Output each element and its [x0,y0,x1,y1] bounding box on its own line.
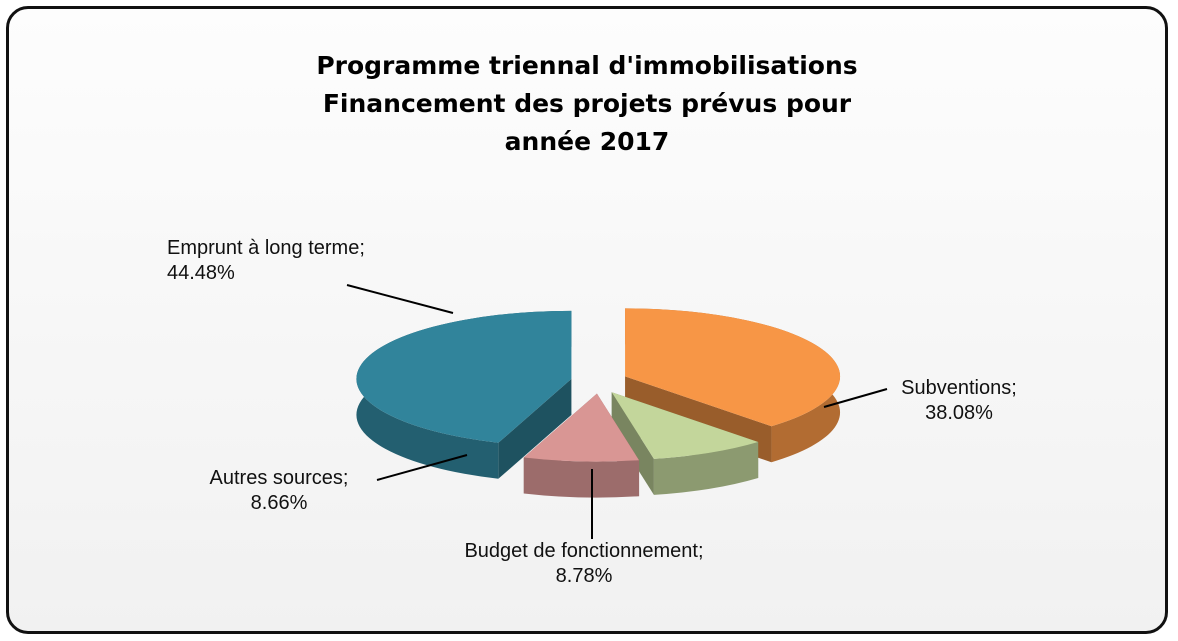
slice-side [653,442,759,495]
label-separator: ; [1011,377,1017,399]
chart [346,284,888,539]
label-category: Autres sources [209,467,343,489]
leader-line [346,284,454,314]
slice-group [523,393,640,498]
chart-title: Programme triennal d'immobilisations Fin… [316,51,858,156]
data-label: Subventions; 38.08% [879,376,1039,426]
label-value: 38.08% [925,402,993,424]
leader-lines [346,284,888,539]
label-separator: ; [697,540,704,562]
slice [611,392,759,459]
label-value: 8.78% [555,565,613,587]
chart-frame: Programme triennal d'immobilisations Fin… [6,6,1168,634]
slice-side [523,457,640,498]
data-label: Budget de fonctionnement; 8.78% [459,539,709,589]
slice-face [498,378,572,479]
slice-group [611,392,759,495]
slice-face [611,392,654,495]
label-value: 8.66% [250,492,308,514]
slice [625,308,841,427]
label-value: 44.48% [167,262,235,284]
data-label: Autres sources; 8.66% [179,466,379,516]
slice-group [356,310,572,479]
label-category: Subventions [901,377,1012,399]
label-category: Emprunt à long terme [167,237,360,259]
label-separator: ; [359,237,365,259]
slice [356,310,572,443]
slice [523,393,640,462]
leader-line [823,388,888,408]
data-label: Emprunt à long terme; 44.48% [167,236,367,286]
label-separator: ; [342,467,349,489]
label-category: Budget de fonctionnement [464,540,698,562]
leader-line [376,454,468,481]
